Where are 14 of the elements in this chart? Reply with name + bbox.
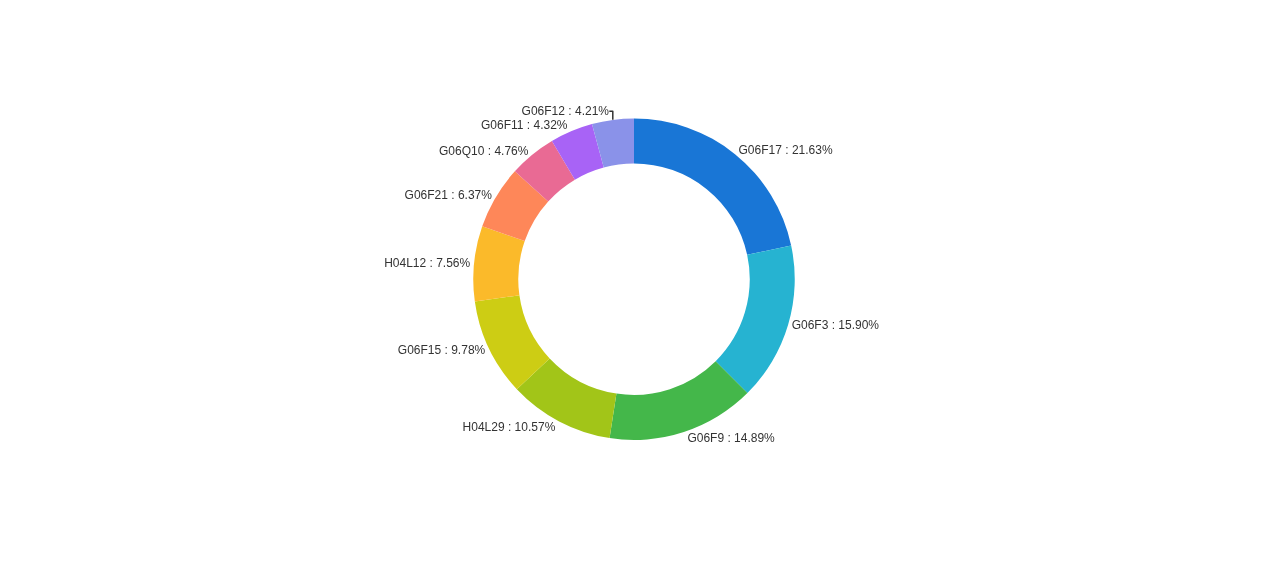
slice-label: G06F11 : 4.32% (481, 118, 568, 133)
donut-slice (634, 118, 792, 255)
donut-slice (591, 118, 634, 168)
donut-slice (473, 226, 525, 302)
slice-label: G06F21 : 6.37% (404, 188, 493, 203)
slice-label: G06F12 : 4.21% (521, 104, 610, 119)
donut-slice (516, 358, 617, 439)
slice-label: G06F17 : 21.63% (738, 142, 833, 157)
slice-label: G06F3 : 15.90% (791, 318, 880, 333)
slice-label: G06F9 : 14.89% (687, 431, 776, 446)
slice-label: H04L29 : 10.57% (462, 419, 556, 434)
slice-label: G06Q10 : 4.76% (439, 143, 529, 158)
slice-label: H04L12 : 7.56% (384, 256, 471, 271)
slice-label: G06F15 : 9.78% (397, 342, 486, 357)
